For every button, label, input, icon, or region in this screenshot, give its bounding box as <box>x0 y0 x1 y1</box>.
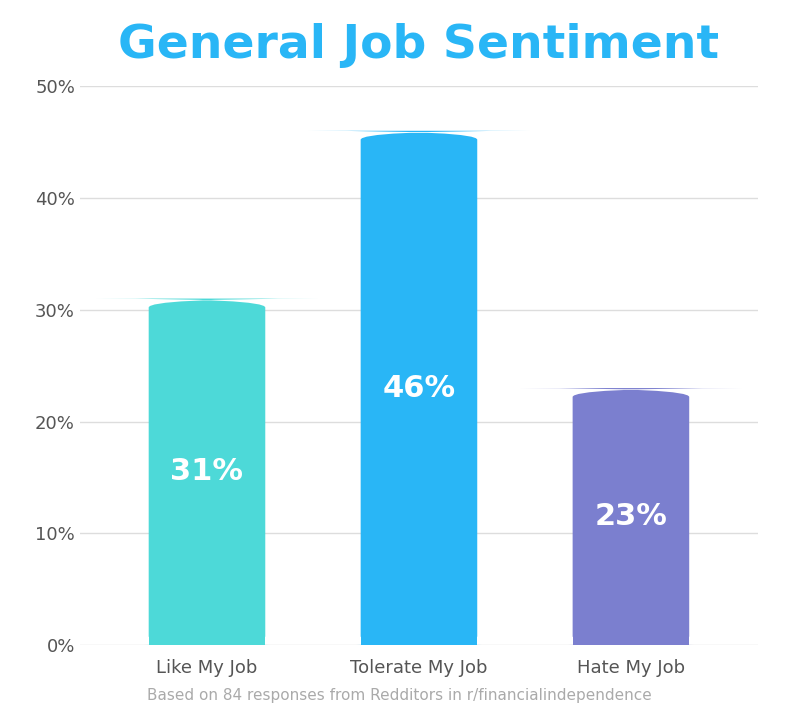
FancyBboxPatch shape <box>519 388 742 645</box>
FancyBboxPatch shape <box>96 298 318 645</box>
Bar <box>573 637 689 645</box>
Text: 46%: 46% <box>382 374 456 402</box>
Text: 31%: 31% <box>171 457 243 486</box>
FancyBboxPatch shape <box>308 130 530 645</box>
Text: Based on 84 responses from Redditors in r/financialindependence: Based on 84 responses from Redditors in … <box>147 688 651 703</box>
Text: 23%: 23% <box>595 502 667 531</box>
Bar <box>361 637 477 645</box>
Title: General Job Sentiment: General Job Sentiment <box>118 23 720 68</box>
Bar <box>148 637 265 645</box>
